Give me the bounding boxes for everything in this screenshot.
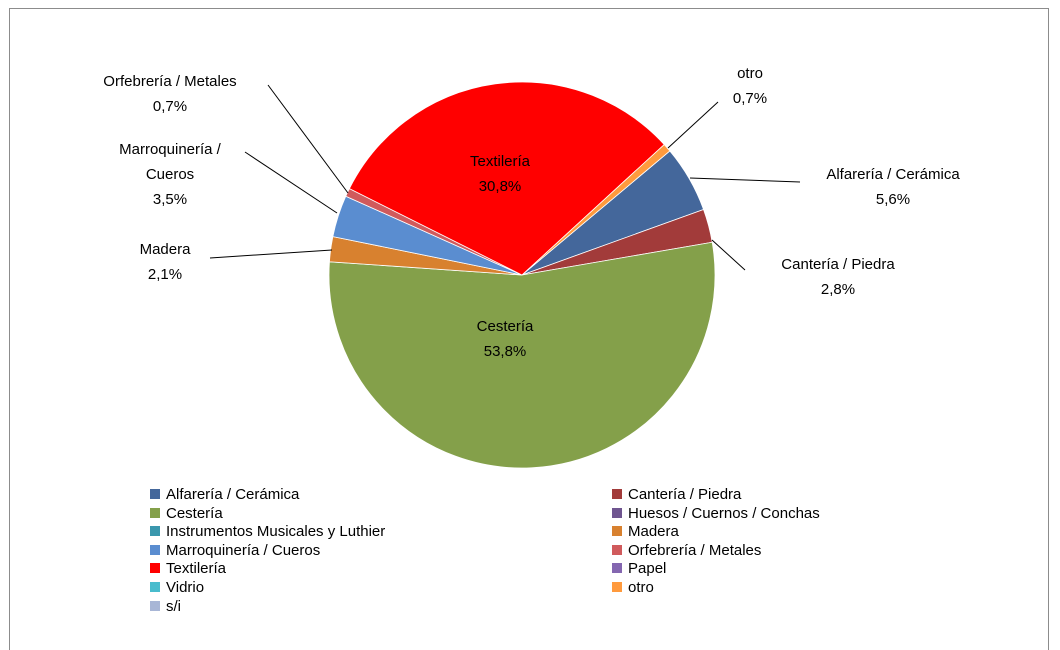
legend-swatch bbox=[612, 507, 622, 518]
legend-label: Papel bbox=[628, 560, 667, 578]
legend-label: Textilería bbox=[166, 560, 227, 578]
label-category: Textilería bbox=[469, 153, 531, 170]
label-category: Orfebrería / Metales bbox=[103, 73, 237, 90]
leader-line bbox=[689, 177, 801, 183]
legend-swatch bbox=[150, 600, 160, 611]
pie-slice bbox=[328, 241, 716, 469]
legend-item: Marroquinería / Cueros bbox=[150, 542, 320, 560]
label-value: 30,8% bbox=[478, 178, 522, 195]
legend-label: Orfebrería / Metales bbox=[628, 541, 762, 559]
legend-swatch bbox=[150, 582, 160, 592]
legend-item: Cestería bbox=[150, 505, 223, 523]
legend-item: Madera bbox=[612, 523, 679, 541]
label-value: 3,5% bbox=[152, 191, 188, 208]
label-category: otro bbox=[737, 65, 763, 82]
leader-line bbox=[711, 239, 746, 271]
legend-swatch bbox=[150, 526, 160, 537]
data-label: Marroquinería / Cueros 3,5% bbox=[105, 137, 235, 212]
label-value: 2,1% bbox=[147, 266, 183, 283]
label-value: 2,8% bbox=[820, 281, 856, 298]
legend-label: Madera bbox=[628, 523, 679, 541]
legend-item: Orfebrería / Metales bbox=[612, 542, 761, 560]
legend-label: Vidrio bbox=[166, 579, 205, 596]
data-label: Cantería / Piedra 2,8% bbox=[781, 252, 894, 302]
label-category: Cantería / Piedra bbox=[781, 256, 895, 273]
data-label: Textilería 30,8% bbox=[470, 149, 530, 199]
data-label: otro 0,7% bbox=[733, 61, 767, 111]
label-value: 0,7% bbox=[732, 90, 768, 107]
chart-frame bbox=[9, 8, 1049, 650]
data-label: Madera 2,1% bbox=[140, 237, 191, 287]
data-label: Alfarería / Cerámica 5,6% bbox=[826, 162, 959, 212]
legend-swatch bbox=[612, 582, 622, 592]
legend-swatch bbox=[612, 544, 622, 555]
label-category: Marroquinería / Cueros bbox=[119, 141, 221, 183]
legend-item: Papel bbox=[612, 560, 666, 578]
legend-label: Alfarería / Cerámica bbox=[166, 486, 300, 503]
label-category: Madera bbox=[139, 241, 191, 258]
legend-swatch bbox=[612, 563, 622, 574]
legend-label: s/i bbox=[166, 597, 181, 615]
legend-swatch bbox=[150, 507, 160, 518]
legend-swatch bbox=[150, 489, 160, 499]
label-category: Alfarería / Cerámica bbox=[826, 166, 960, 183]
legend-label: Cestería bbox=[166, 504, 223, 522]
legend-item: Alfarería / Cerámica bbox=[150, 486, 299, 504]
legend-label: otro bbox=[628, 579, 654, 596]
label-value: 5,6% bbox=[875, 191, 911, 208]
label-value: 0,7% bbox=[152, 98, 188, 115]
legend-swatch bbox=[150, 544, 160, 555]
legend-item: Vidrio bbox=[150, 579, 204, 597]
legend-item: otro bbox=[612, 579, 654, 597]
leader-line bbox=[244, 151, 338, 214]
legend-label: Cantería / Piedra bbox=[628, 486, 742, 503]
leader-line bbox=[667, 101, 719, 149]
pie-slice bbox=[521, 143, 671, 276]
label-value: 53,8% bbox=[483, 343, 527, 360]
data-label: Cestería 53,8% bbox=[477, 314, 534, 364]
legend-item: Instrumentos Musicales y Luthier bbox=[150, 523, 385, 541]
legend-swatch bbox=[612, 489, 622, 499]
legend-label: Marroquinería / Cueros bbox=[166, 541, 321, 559]
legend-label: Instrumentos Musicales y Luthier bbox=[166, 523, 386, 541]
leader-line bbox=[209, 249, 333, 259]
legend-swatch bbox=[612, 526, 622, 537]
legend-item: Cantería / Piedra bbox=[612, 486, 741, 504]
legend-swatch bbox=[150, 563, 160, 574]
legend-item: Huesos / Cuernos / Conchas bbox=[612, 505, 820, 523]
label-category: Cestería bbox=[476, 318, 534, 335]
data-label: Orfebrería / Metales 0,7% bbox=[103, 69, 236, 119]
legend-label: Huesos / Cuernos / Conchas bbox=[628, 504, 820, 522]
pie-slice bbox=[348, 81, 665, 276]
legend-item: s/i bbox=[150, 598, 181, 616]
legend-item: Textilería bbox=[150, 560, 226, 578]
leader-line bbox=[267, 84, 349, 194]
